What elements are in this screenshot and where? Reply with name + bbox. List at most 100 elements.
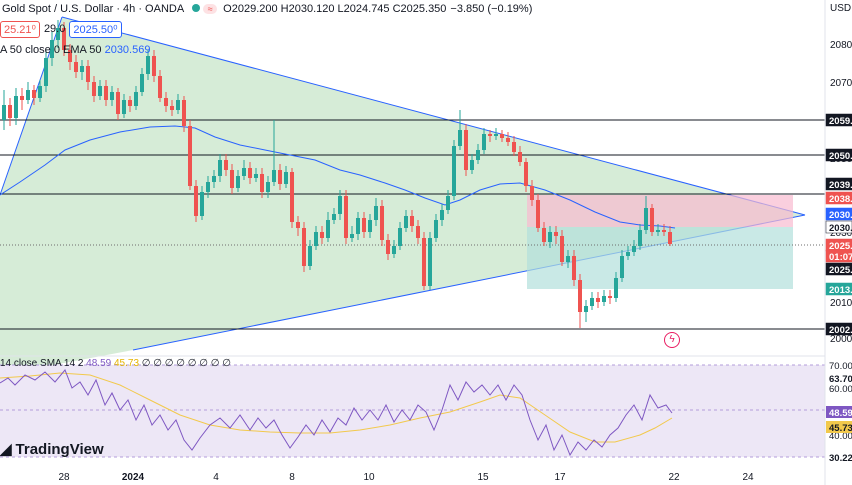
price-tick-label: 2080. [830,40,852,51]
candle [236,170,240,192]
rsi-legend[interactable]: 14 close SMA 14 2 48.59 45.73 ∅ ∅ ∅ ∅ ∅ … [0,358,231,369]
rsi-tick-label: 70.00 [829,361,852,372]
candle [158,70,162,102]
candle [68,44,72,70]
candle [248,162,252,184]
rsi-badge [826,372,852,384]
candle [254,168,258,182]
candle [290,168,294,228]
candle [80,60,84,80]
rsi-badge [826,451,852,463]
time-axis: 28 2024 4 8 10 15 17 22 24 [58,472,754,483]
candle [362,212,366,238]
candle [332,208,336,224]
candle [554,226,558,244]
price-badge-label: 2013. [829,285,852,296]
candle [14,88,18,125]
ema-50-line [0,125,676,229]
time-tick-label: 4 [213,472,219,483]
candle [338,190,342,220]
time-tick-label: 28 [58,472,70,483]
candle [440,204,444,226]
candle [212,170,216,188]
market-open-icon[interactable] [192,4,201,12]
price-badge-label: 2050. [829,151,852,162]
buy-button[interactable]: 2025.50⁰ [69,20,122,38]
ema-legend-value: 2030.569 [104,44,151,56]
price-badge-label: 2025. [829,241,852,252]
candle [170,100,174,116]
price-badge [825,322,852,336]
candle [50,32,54,66]
candle [218,154,222,182]
rsi-badge-label: 45.73 [829,423,852,434]
candle [542,222,546,246]
candle [368,214,372,238]
candle [434,214,438,242]
price-badge-label: 2030. [829,210,852,221]
symbol-title[interactable]: Gold Spot / U.S. Dollar · 4h · OANDA [2,3,185,15]
candle [578,274,582,328]
rsi-badge-label: 63.70 [829,374,852,385]
price-badge [825,177,852,191]
wave-icon[interactable]: ≈ [203,4,218,14]
time-tick-label: 10 [363,472,375,483]
candle [668,226,672,246]
lightning-icon[interactable]: ϟ [664,332,680,348]
time-tick-label: 17 [554,472,566,483]
candle [122,94,126,118]
candle [38,80,42,102]
candle [404,210,408,232]
price-badge [825,220,852,234]
candle [470,154,474,174]
candle [458,110,462,150]
candle [188,120,192,190]
candle [428,232,432,290]
candle [146,50,150,80]
time-tick-label: 15 [477,472,489,483]
currency-label[interactable]: USD [830,3,852,14]
sell-button[interactable]: 25.21⁰ [0,20,40,38]
price-axis: 2080.2070.2060.2050.2040.2030.2020.2010.… [825,40,852,345]
candle [86,60,90,90]
candle [482,128,486,154]
tradingview-logo[interactable]: ◢ TradingView [0,440,104,459]
candlestick-series [2,20,672,328]
price-badge [825,282,852,296]
ema-legend[interactable]: A 50 close 0 EMA 50 2030.569 [0,44,150,58]
logo-text: TradingView [15,440,104,458]
rsi-axis: 70.00 60.00 40.00 63.70 48.59 45.73 30.22 [826,361,852,464]
price-badge-label: 2038. [829,194,852,205]
candle [164,92,168,112]
candle [464,124,468,176]
time-tick-label: 8 [289,472,295,483]
position-target-zone [527,227,793,289]
upper-trendline-2 [61,16,806,216]
rsi-badge-label: 48.59 [829,408,852,419]
candle [140,68,144,96]
candle [596,292,600,308]
rsi-tick-label: 40.00 [829,431,852,442]
candle [656,224,660,236]
rsi-badge-label: 30.22 [829,453,852,464]
candle [350,226,354,242]
candle [104,80,108,106]
time-tick-label: 22 [668,472,680,483]
price-badge-label: 2025. [829,265,852,276]
price-badge [825,191,852,205]
candle [206,176,210,198]
chart-header: Gold Spot / U.S. Dollar · 4h · OANDA ≈ O… [0,0,532,18]
candle [386,234,390,260]
candle [200,186,204,220]
candle [194,180,198,222]
candle [548,226,552,248]
candle [530,180,534,206]
price-change: −3.850 (−0.19%) [450,3,533,15]
candle [308,240,312,270]
ohlc-values: O2029.200 H2030.120 L2024.745 C2025.350 [223,3,447,15]
candle [110,86,114,106]
candle [26,82,30,104]
candle [314,226,318,250]
